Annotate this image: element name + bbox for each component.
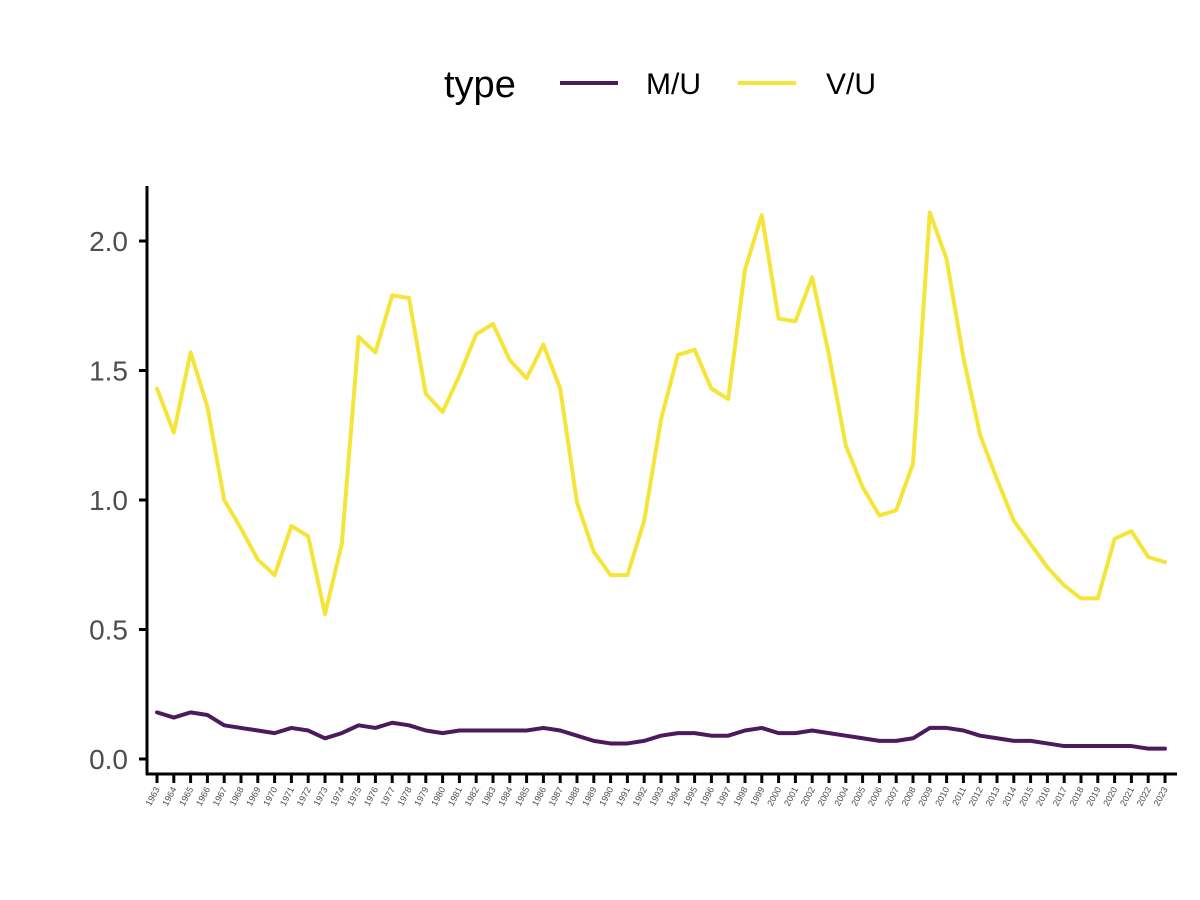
x-tick-label: 2017 <box>1051 785 1069 807</box>
legend-title: type <box>444 64 516 106</box>
x-tick-label: 1979 <box>412 785 430 807</box>
x-tick-label: 2023 <box>1152 785 1170 807</box>
x-tick-label: 1976 <box>362 785 380 807</box>
x-tick-label: 2018 <box>1068 785 1086 807</box>
x-tick-label: 1994 <box>664 785 682 807</box>
x-tick-label: 1983 <box>480 785 498 807</box>
x-tick-label: 1989 <box>580 785 598 807</box>
x-tick-label: 2014 <box>1000 785 1018 807</box>
x-tick-label: 2020 <box>1101 785 1119 807</box>
x-tick-label: 1996 <box>698 785 716 807</box>
x-tick-label: 1966 <box>194 785 212 807</box>
x-tick-label: 2003 <box>816 785 834 807</box>
x-tick-label: 2002 <box>799 785 817 807</box>
x-tick-label: 2016 <box>1034 785 1052 807</box>
x-tick-label: 2007 <box>883 785 901 807</box>
x-tick-label: 2021 <box>1118 785 1136 807</box>
legend-label-m-u: M/U <box>646 68 701 101</box>
x-tick-label: 2015 <box>1017 785 1035 807</box>
x-tick-label: 1984 <box>496 785 514 807</box>
x-tick-label: 1964 <box>160 785 178 807</box>
x-tick-label: 1980 <box>429 785 447 807</box>
x-tick-label: 2009 <box>916 785 934 807</box>
x-tick-label: 1995 <box>681 785 699 807</box>
x-tick-label: 2022 <box>1135 785 1153 807</box>
legend-item-v-u: V/U <box>738 68 876 101</box>
x-tick-label: 2011 <box>950 785 968 807</box>
legend-label-v-u: V/U <box>826 68 876 101</box>
x-tick-label: 2019 <box>1084 785 1102 807</box>
series-line-m-u <box>155 710 1167 751</box>
x-tick-label: 1970 <box>261 785 279 807</box>
x-tick-label: 1965 <box>177 785 195 807</box>
x-tick-label: 2001 <box>782 785 800 807</box>
x-tick-label: 1982 <box>463 785 481 807</box>
x-tick-label: 2006 <box>866 785 884 807</box>
x-tick-label: 2010 <box>933 785 951 807</box>
legend: type M/U V/U <box>444 64 876 106</box>
x-tick-label: 1986 <box>530 785 548 807</box>
x-tick-label: 1987 <box>547 785 565 807</box>
x-tick-label: 1973 <box>312 785 330 807</box>
x-tick-label: 1992 <box>631 785 649 807</box>
y-axis: 0.0 0.5 1.0 1.5 2.0 <box>89 226 147 775</box>
x-tick-label: 1969 <box>244 785 262 807</box>
y-tick-label: 0.5 <box>89 615 128 646</box>
x-tick-label: 1993 <box>648 785 666 807</box>
series-line-v-u <box>155 210 1167 616</box>
y-tick-label: 0.0 <box>89 744 128 775</box>
x-tick-label: 2005 <box>849 785 867 807</box>
x-tick-label: 2000 <box>765 785 783 807</box>
x-tick-label: 1975 <box>345 785 363 807</box>
x-axis: 1963196419651966196719681969197019711972… <box>144 775 1170 808</box>
x-tick-label: 1990 <box>597 785 615 807</box>
x-tick-label: 1972 <box>295 785 313 807</box>
x-tick-label: 1978 <box>396 785 414 807</box>
x-tick-label: 2008 <box>900 785 918 807</box>
x-tick-label: 1999 <box>748 785 766 807</box>
plot-area: 0.0 0.5 1.0 1.5 2.0 196319641965196619671968… <box>89 186 1177 808</box>
x-tick-label: 2012 <box>967 785 985 807</box>
x-tick-label: 1971 <box>278 785 296 807</box>
x-tick-label: 1974 <box>328 785 346 807</box>
x-tick-label: 2013 <box>984 785 1002 807</box>
x-tick-label: 2004 <box>832 785 850 807</box>
x-tick-label: 1981 <box>446 785 464 807</box>
x-tick-label: 1967 <box>211 785 229 807</box>
x-tick-label: 1977 <box>379 785 397 807</box>
series-layer <box>155 210 1167 751</box>
x-tick-label: 1968 <box>228 785 246 807</box>
x-tick-label: 1998 <box>732 785 750 807</box>
x-tick-label: 1988 <box>564 785 582 807</box>
x-tick-label: 1985 <box>513 785 531 807</box>
y-tick-label: 2.0 <box>89 226 128 257</box>
x-tick-label: 1991 <box>614 785 632 807</box>
y-tick-label: 1.0 <box>89 485 128 516</box>
y-tick-label: 1.5 <box>89 356 128 387</box>
legend-item-m-u: M/U <box>560 68 701 101</box>
x-tick-label: 1963 <box>144 785 162 807</box>
x-tick-label: 1997 <box>715 785 733 807</box>
